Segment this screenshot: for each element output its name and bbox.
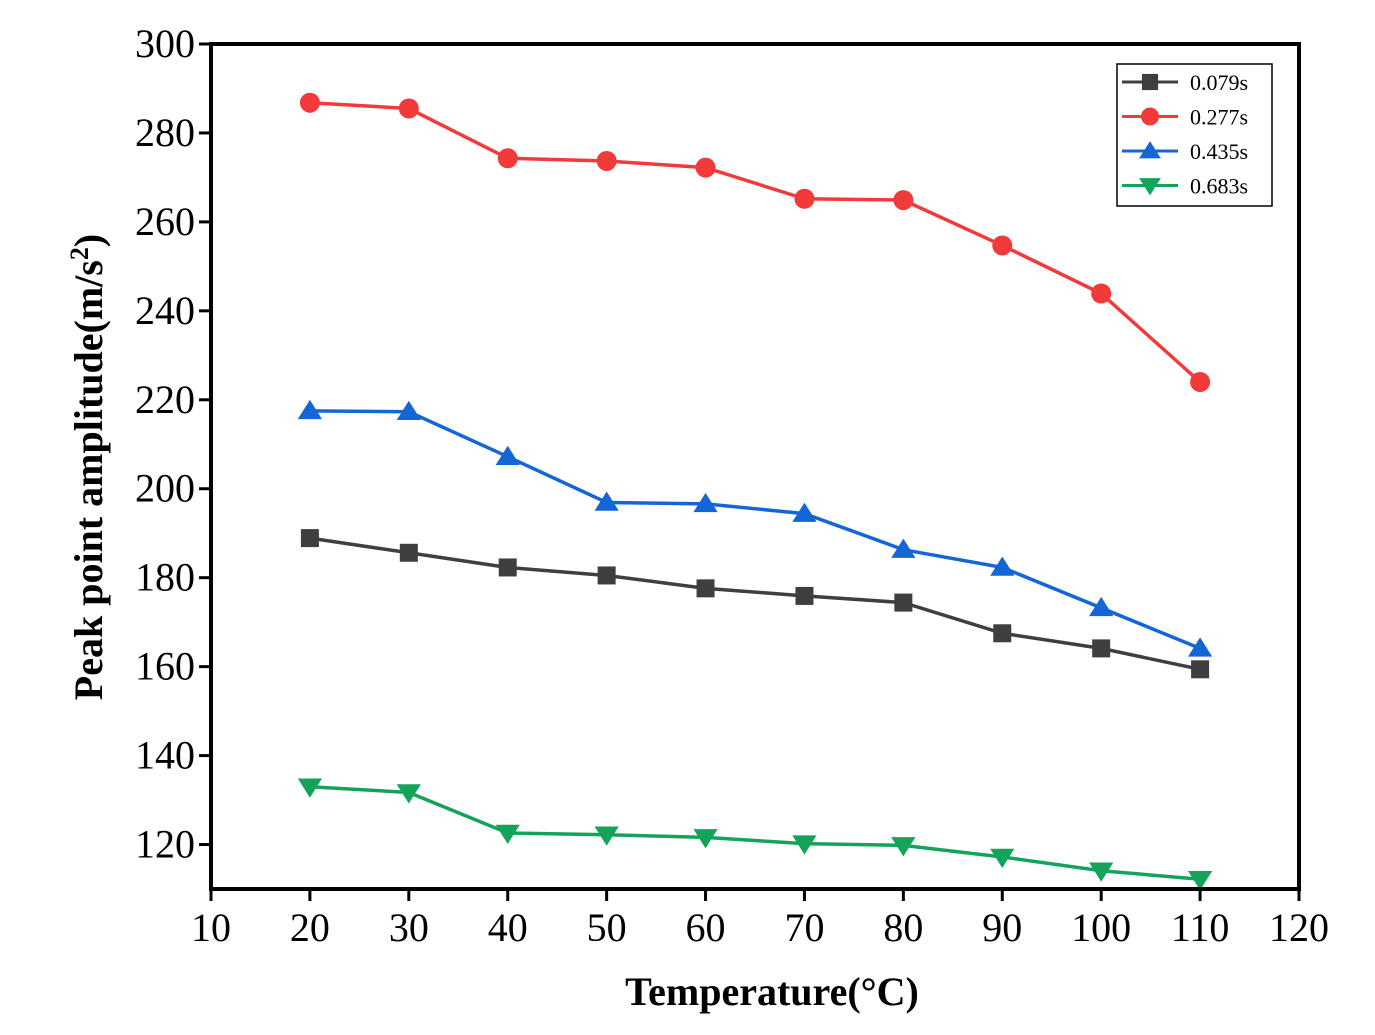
plot-frame (209, 42, 1301, 891)
y-tick-label-160: 160 (135, 644, 195, 689)
series-line-0.435s (309, 409, 1201, 651)
point-0.683s-30 (396, 784, 421, 804)
point-0.683s-20 (297, 778, 323, 798)
point-0.079s-60 (696, 579, 715, 598)
point-0.435s-70 (792, 502, 817, 522)
point-0.079s-20 (300, 529, 319, 548)
legend: 0.079s 0.277s 0.435s 0.683s (1116, 63, 1273, 207)
y-tick-label-200: 200 (135, 466, 195, 511)
point-0.683s-50 (594, 826, 619, 846)
series-0.683s (297, 778, 1213, 891)
x-tick-label-100: 100 (1071, 905, 1131, 950)
legend-marker-0.435s (1139, 141, 1161, 159)
point-0.435s-50 (594, 491, 619, 511)
y-tick-label-220: 220 (135, 377, 195, 422)
point-0.435s-110 (1187, 637, 1213, 657)
legend-marker-0.683s (1139, 178, 1161, 196)
x-tick-label-70: 70 (784, 905, 824, 950)
y-axis-title-main: Peak point amplitude(m/s (66, 260, 111, 700)
point-0.277s-60 (695, 157, 716, 178)
point-0.079s-80 (894, 593, 913, 612)
point-0.277s-40 (497, 148, 518, 169)
point-0.435s-60 (693, 492, 718, 513)
point-0.683s-40 (495, 824, 520, 844)
x-tick-label-50: 50 (587, 905, 627, 950)
x-tick-label-30: 30 (389, 905, 429, 950)
point-0.277s-70 (794, 188, 815, 209)
y-tick-label-300: 300 (135, 21, 195, 66)
point-0.079s-100 (1092, 639, 1111, 658)
point-0.079s-40 (498, 558, 517, 577)
point-0.079s-110 (1191, 660, 1210, 679)
point-0.683s-90 (990, 848, 1015, 868)
point-0.435s-90 (990, 556, 1015, 576)
point-0.683s-60 (693, 829, 718, 849)
point-0.079s-90 (993, 624, 1012, 643)
x-tick-label-110: 110 (1171, 905, 1230, 950)
point-0.079s-50 (597, 566, 616, 585)
legend-label-0.435s: 0.435s (1190, 139, 1248, 164)
point-0.683s-80 (891, 837, 916, 857)
y-ticks-group: 120 140 160 180 200 220 240 260 280 300 (135, 21, 211, 867)
point-0.079s-70 (795, 586, 814, 605)
point-0.277s-80 (893, 190, 914, 211)
x-tick-label-90: 90 (982, 905, 1022, 950)
series-group (297, 92, 1213, 891)
point-0.277s-30 (398, 98, 419, 119)
point-0.277s-110 (1190, 372, 1211, 392)
y-tick-label-140: 140 (135, 733, 195, 778)
point-0.683s-110 (1187, 870, 1213, 891)
point-0.435s-100 (1089, 596, 1114, 617)
y-tick-label-260: 260 (135, 199, 195, 244)
y-tick-label-180: 180 (135, 555, 195, 600)
x-tick-label-120: 120 (1269, 905, 1329, 950)
point-0.435s-40 (495, 445, 520, 465)
legend-marker-0.277s (1141, 107, 1159, 126)
legend-label-0.079s: 0.079s (1190, 70, 1248, 95)
series-0.079s (300, 529, 1210, 679)
x-tick-label-80: 80 (883, 905, 923, 950)
x-tick-label-40: 40 (488, 905, 528, 950)
series-line-0.277s (309, 100, 1202, 384)
point-0.683s-100 (1089, 862, 1114, 882)
point-0.277s-100 (1091, 283, 1112, 304)
series-line-0.683s (309, 784, 1201, 881)
x-tick-label-60: 60 (686, 905, 726, 950)
x-axis-title: Temperature(°C) (625, 969, 919, 1014)
legend-items: 0.079s 0.277s 0.435s 0.683s (1122, 70, 1248, 199)
y-axis-title-suffix: ) (66, 234, 111, 247)
point-0.435s-30 (396, 400, 421, 421)
series-0.435s (297, 399, 1213, 657)
legend-label-0.683s: 0.683s (1190, 174, 1248, 199)
legend-label-0.277s: 0.277s (1190, 105, 1248, 130)
legend-marker-0.079s (1141, 73, 1159, 91)
series-0.277s (299, 92, 1211, 392)
y-axis-title: Peak point amplitude(m/s2) (65, 234, 112, 700)
y-tick-label-280: 280 (135, 110, 195, 155)
point-0.277s-90 (992, 235, 1013, 256)
x-ticks-group: 10 20 30 40 50 60 70 80 90 100 110 120 (191, 889, 1329, 950)
y-tick-label-240: 240 (135, 288, 195, 333)
series-line-0.079s (309, 536, 1201, 672)
y-tick-label-120: 120 (135, 822, 195, 867)
point-0.435s-20 (297, 399, 323, 420)
point-0.683s-70 (792, 835, 817, 855)
point-0.277s-50 (596, 150, 617, 171)
point-0.079s-30 (399, 543, 418, 562)
x-tick-label-20: 20 (290, 905, 330, 950)
point-0.435s-80 (891, 538, 916, 558)
point-0.277s-20 (299, 92, 320, 113)
x-tick-label-10: 10 (191, 905, 231, 950)
y-axis-title-superscript: 2 (65, 247, 94, 260)
